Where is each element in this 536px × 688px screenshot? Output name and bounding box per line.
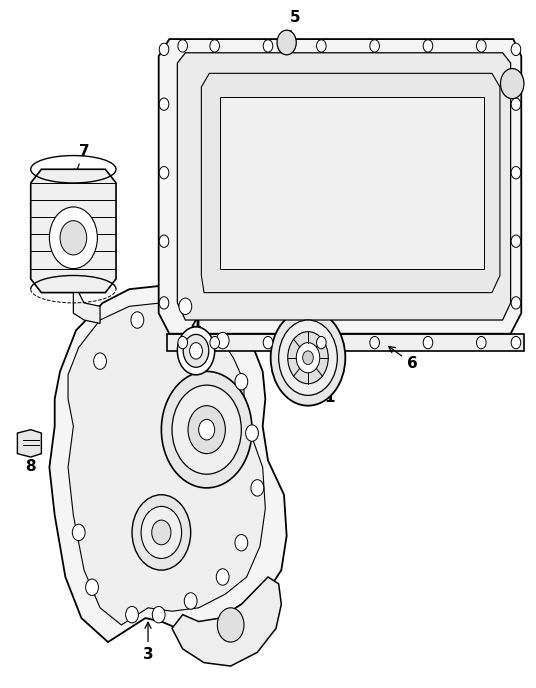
Circle shape	[279, 320, 337, 396]
Circle shape	[263, 40, 273, 52]
Circle shape	[152, 606, 165, 623]
Circle shape	[511, 43, 521, 56]
Text: 5: 5	[287, 10, 300, 42]
Polygon shape	[220, 97, 484, 268]
Polygon shape	[49, 286, 287, 642]
Text: 3: 3	[143, 622, 153, 663]
Polygon shape	[68, 303, 265, 625]
Circle shape	[72, 524, 85, 541]
Circle shape	[210, 336, 219, 349]
Text: 6: 6	[389, 347, 418, 371]
Polygon shape	[202, 74, 500, 292]
Circle shape	[235, 535, 248, 551]
Circle shape	[210, 40, 219, 52]
Circle shape	[251, 480, 264, 496]
Circle shape	[217, 332, 229, 349]
Circle shape	[245, 425, 258, 441]
Circle shape	[511, 297, 521, 309]
Circle shape	[370, 336, 379, 349]
Text: 7: 7	[74, 144, 90, 175]
Polygon shape	[167, 334, 524, 351]
Circle shape	[217, 608, 244, 642]
Text: 4: 4	[191, 319, 202, 354]
Circle shape	[188, 406, 225, 453]
Circle shape	[235, 374, 248, 390]
Circle shape	[296, 343, 319, 373]
Text: 2: 2	[249, 611, 271, 638]
Circle shape	[159, 166, 169, 179]
Circle shape	[131, 312, 144, 328]
Circle shape	[277, 30, 296, 55]
Circle shape	[178, 336, 188, 349]
Circle shape	[152, 520, 171, 545]
Circle shape	[94, 353, 107, 369]
Polygon shape	[159, 39, 522, 334]
Circle shape	[161, 372, 252, 488]
Polygon shape	[73, 292, 100, 323]
Circle shape	[370, 40, 379, 52]
Circle shape	[511, 235, 521, 248]
Circle shape	[159, 235, 169, 248]
Circle shape	[141, 506, 182, 559]
Circle shape	[179, 298, 192, 314]
Circle shape	[183, 334, 209, 367]
Text: 1: 1	[311, 378, 334, 405]
Text: 8: 8	[25, 447, 36, 474]
Polygon shape	[177, 53, 511, 320]
Circle shape	[511, 98, 521, 110]
Circle shape	[159, 297, 169, 309]
Circle shape	[177, 327, 215, 375]
Circle shape	[511, 166, 521, 179]
Circle shape	[303, 351, 314, 365]
Circle shape	[288, 332, 328, 384]
Circle shape	[271, 310, 345, 406]
Circle shape	[132, 495, 191, 570]
Circle shape	[511, 336, 521, 349]
Circle shape	[86, 579, 99, 596]
Circle shape	[172, 385, 241, 474]
Circle shape	[184, 593, 197, 609]
Polygon shape	[17, 429, 41, 457]
Circle shape	[501, 69, 524, 98]
Circle shape	[477, 40, 486, 52]
Circle shape	[159, 98, 169, 110]
Polygon shape	[172, 577, 281, 666]
Circle shape	[159, 43, 169, 56]
Circle shape	[317, 40, 326, 52]
Circle shape	[477, 336, 486, 349]
Circle shape	[423, 336, 433, 349]
Circle shape	[199, 420, 215, 440]
Circle shape	[317, 336, 326, 349]
Circle shape	[217, 569, 229, 585]
Circle shape	[49, 207, 98, 268]
Circle shape	[178, 40, 188, 52]
Circle shape	[125, 606, 138, 623]
Circle shape	[190, 343, 203, 359]
Circle shape	[60, 221, 87, 255]
Circle shape	[263, 336, 273, 349]
Circle shape	[423, 40, 433, 52]
Polygon shape	[31, 169, 116, 292]
